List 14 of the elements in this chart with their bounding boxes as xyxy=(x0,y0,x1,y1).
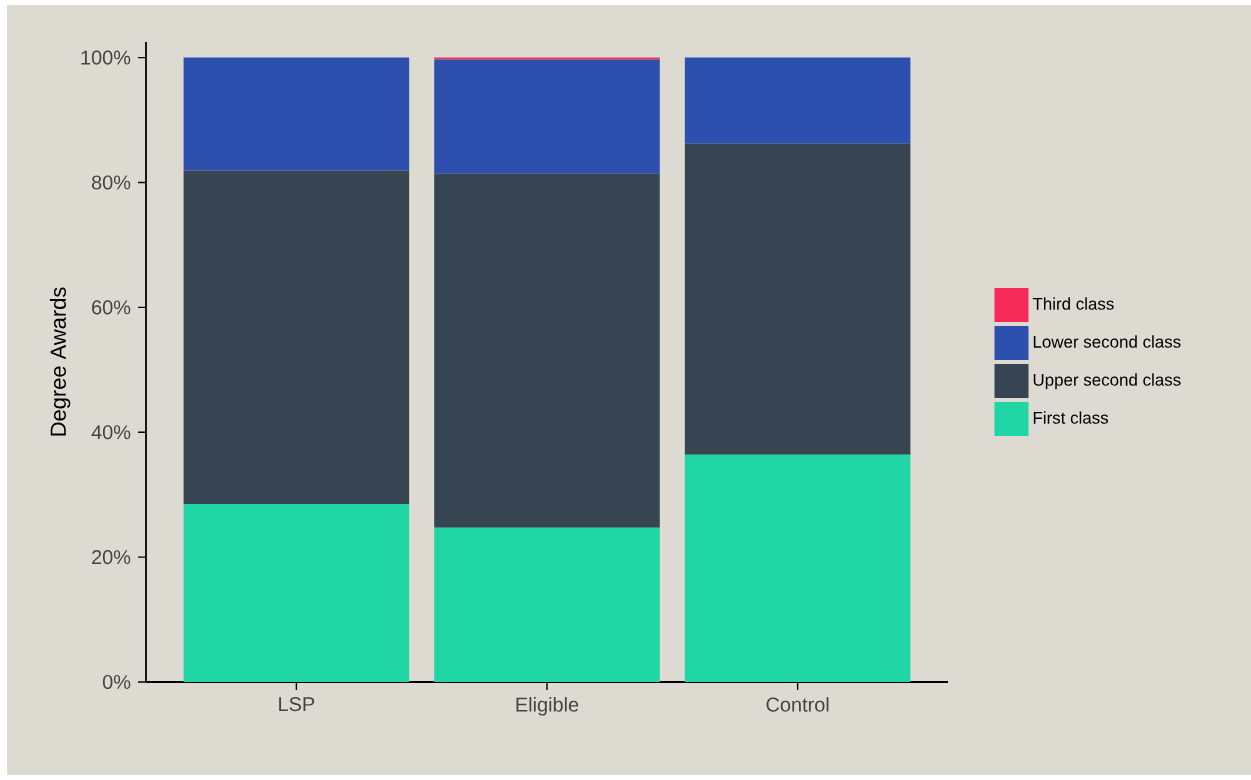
y-tick-label: 20% xyxy=(92,550,131,565)
y-tick-label: 40% xyxy=(91,425,131,440)
y-tick-label: 80% xyxy=(91,175,131,190)
x-tick-label: LSP xyxy=(279,697,315,712)
legend-label: First class xyxy=(1033,411,1109,424)
y-tick-label: 100% xyxy=(81,50,131,65)
legend-label: Third class xyxy=(1032,297,1114,310)
y-tick-label: 60% xyxy=(92,300,131,315)
x-tick-label: Eligible xyxy=(516,697,579,716)
legend-label: Lower second class xyxy=(1033,335,1181,348)
y-tick-label: 0% xyxy=(102,674,131,690)
legend-label: Upper second class xyxy=(1033,373,1181,390)
y-axis-title: Degree Awards xyxy=(49,287,71,436)
x-tick-label: Control xyxy=(766,697,829,712)
